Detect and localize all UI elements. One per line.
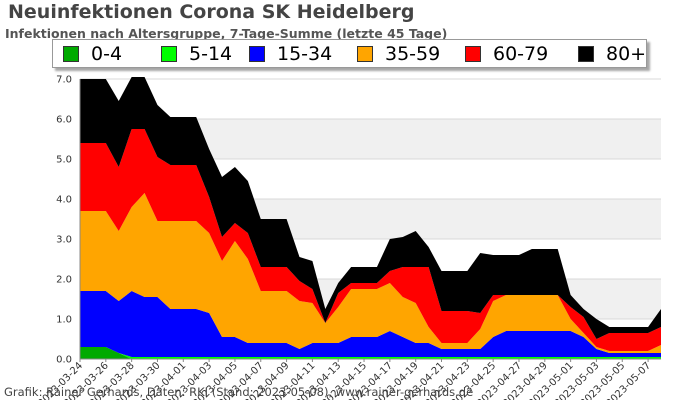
legend-swatch-60-79 — [465, 45, 481, 62]
chart-title: Neuinfektionen Corona SK Heidelberg — [8, 1, 415, 23]
legend-item-60-79: 60-79 — [465, 40, 548, 67]
plot-band — [80, 79, 661, 119]
legend-swatch-35-59 — [357, 45, 373, 62]
legend-label-0-4: 0-4 — [91, 42, 123, 65]
legend-item-35-59: 35-59 — [357, 40, 440, 67]
legend-label-35-59: 35-59 — [385, 42, 441, 65]
legend-item-80-plus: 80+ — [578, 40, 646, 67]
y-tick-label: 6.0 — [56, 115, 72, 126]
chart-footer: Grafik: Rainer Gerhards, Daten: RKI (Sta… — [4, 385, 474, 399]
legend-swatch-80-plus — [578, 45, 594, 62]
y-tick-label: 0.0 — [56, 355, 72, 366]
y-tick-label: 5.0 — [56, 155, 72, 166]
legend-label-5-14: 5-14 — [189, 42, 233, 65]
legend-label-60-79: 60-79 — [493, 42, 549, 65]
area-series-80-plus — [80, 77, 661, 339]
y-tick-label: 1.0 — [56, 315, 72, 326]
area-series-60-79 — [80, 129, 661, 351]
legend-label-80-plus: 80+ — [606, 42, 647, 65]
y-tick-label: 3.0 — [56, 235, 72, 246]
legend-item-15-34: 15-34 — [249, 40, 332, 67]
legend: 0-4 5-14 15-34 35-59 60-79 80+ — [52, 39, 647, 68]
legend-item-0-4: 0-4 — [63, 40, 122, 67]
y-tick-label: 4.0 — [56, 195, 72, 206]
area-series-35-59 — [80, 193, 661, 353]
y-tick-label: 2.0 — [56, 275, 72, 286]
legend-label-15-34: 15-34 — [277, 42, 333, 65]
legend-swatch-0-4 — [63, 45, 79, 62]
y-tick-label: 7.0 — [56, 75, 72, 86]
area-series-15-34 — [80, 291, 661, 357]
chart-subtitle: Infektionen nach Altersgruppe, 7-Tage-Su… — [5, 26, 448, 41]
legend-item-5-14: 5-14 — [161, 40, 232, 67]
area-series-5-14 — [80, 347, 661, 359]
legend-swatch-15-34 — [249, 45, 265, 62]
legend-swatch-5-14 — [161, 45, 177, 62]
